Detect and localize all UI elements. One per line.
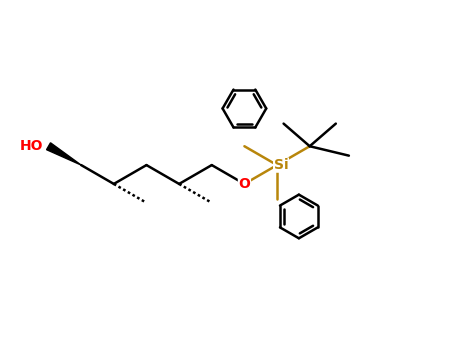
Text: O: O: [238, 177, 250, 191]
Text: Si: Si: [274, 158, 288, 172]
Polygon shape: [46, 143, 81, 165]
Text: HO: HO: [20, 139, 44, 153]
